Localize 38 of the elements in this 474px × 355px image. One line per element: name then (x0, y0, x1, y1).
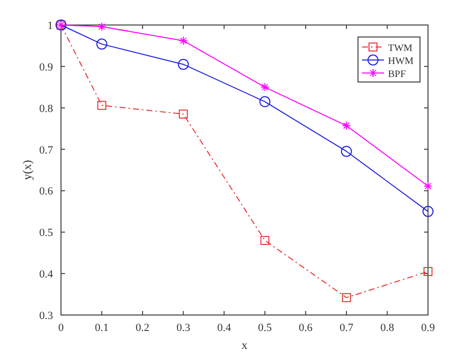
x-tick-label: 0.1 (94, 322, 109, 334)
x-axis-title: x (242, 338, 248, 352)
legend-label: TWM (388, 43, 413, 54)
x-tick-label: 0 (58, 322, 64, 334)
point (342, 121, 351, 130)
point (424, 182, 432, 191)
x-tick-label: 0.8 (380, 322, 395, 334)
x-tick-label: 0.7 (340, 322, 354, 334)
point (422, 206, 434, 217)
y-tick-label: 0.5 (39, 227, 54, 240)
x-tick-label: 0.2 (136, 322, 150, 334)
point (260, 82, 270, 92)
point (178, 58, 189, 70)
y-tick-label: 1 (48, 20, 53, 32)
x-tick-label: 0.5 (258, 322, 272, 334)
x-tick-label: 0.3 (176, 322, 191, 334)
point (424, 267, 432, 276)
y-axis-title: y(x) (20, 160, 34, 180)
y-tick-label: 0.4 (39, 268, 54, 281)
y-tick-label: 0.9 (39, 61, 54, 74)
y-tick-label: 0.8 (39, 102, 54, 115)
legend-label: BPF (388, 69, 406, 80)
legend-label: HWM (388, 56, 414, 67)
x-tick-label: 0.4 (217, 322, 232, 334)
point (259, 96, 270, 108)
x-tick-label: 0.9 (421, 322, 436, 334)
y-tick-label: 0.7 (39, 144, 54, 156)
y-tick-label: 0.6 (39, 186, 54, 198)
point (178, 36, 188, 46)
x-tick-label: 0.6 (298, 322, 314, 334)
point (96, 38, 108, 50)
y-tick-label: 0.3 (39, 310, 54, 322)
point (97, 100, 106, 110)
point (178, 110, 188, 119)
point (260, 236, 270, 245)
point (97, 22, 106, 32)
point (340, 146, 352, 157)
point (342, 293, 351, 302)
